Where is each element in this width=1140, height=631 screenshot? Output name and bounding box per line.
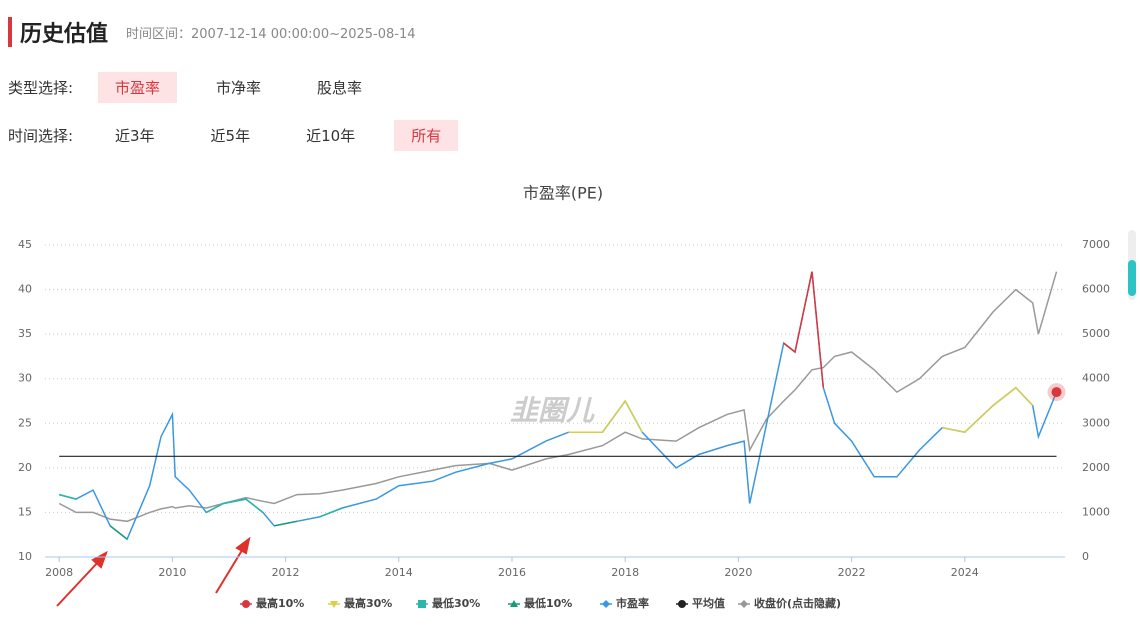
type-label: 类型选择: bbox=[8, 79, 74, 97]
y2-tick-label: 6000 bbox=[1082, 283, 1110, 296]
y-tick-label: 20 bbox=[18, 461, 32, 474]
y2-tick-label: 2000 bbox=[1082, 461, 1110, 474]
series-line bbox=[59, 493, 343, 518]
y-tick-label: 15 bbox=[18, 505, 32, 518]
legend-label: 最高10% bbox=[256, 596, 304, 610]
series-line bbox=[569, 388, 1057, 433]
option-button[interactable]: 所有 bbox=[394, 120, 459, 151]
legend-marker bbox=[330, 601, 338, 608]
y-tick-label: 10 bbox=[18, 550, 32, 563]
time-label: 时间选择: bbox=[8, 127, 74, 145]
legend-item[interactable]: 收盘价(点击隐藏) bbox=[738, 596, 841, 610]
y-tick-label: 45 bbox=[18, 238, 32, 251]
annotation-arrows bbox=[56, 536, 251, 607]
legend-label: 收盘价(点击隐藏) bbox=[754, 596, 841, 610]
y2-tick-label: 1000 bbox=[1082, 505, 1110, 518]
x-tick-label: 2008 bbox=[45, 566, 73, 579]
option-button[interactable]: 市净率 bbox=[216, 79, 262, 97]
y2-tick-label: 3000 bbox=[1082, 416, 1110, 429]
x-tick-label: 2022 bbox=[838, 566, 866, 579]
watermark: 韭圈儿 bbox=[510, 394, 595, 427]
chart-title: 市盈率(PE) bbox=[523, 184, 603, 203]
time-range: 时间区间：2007-12-14 00:00:00~2025-08-14 bbox=[126, 26, 416, 42]
legend-label: 最低10% bbox=[524, 596, 572, 610]
option-button[interactable]: 市盈率 bbox=[98, 72, 178, 103]
y2-tick-label: 7000 bbox=[1082, 238, 1110, 251]
x-tick-label: 2016 bbox=[498, 566, 526, 579]
x-tick-label: 2010 bbox=[158, 566, 186, 579]
legend-marker bbox=[418, 600, 426, 608]
x-tick-label: 2014 bbox=[385, 566, 413, 579]
y-tick-label: 30 bbox=[18, 372, 32, 385]
option-button[interactable]: 近5年 bbox=[210, 127, 251, 145]
legend-marker bbox=[242, 600, 250, 608]
x-tick-label: 2012 bbox=[272, 566, 300, 579]
option-button[interactable]: 近3年 bbox=[115, 127, 155, 145]
page-title: 历史估值 bbox=[20, 22, 109, 47]
type-select: 类型选择: 市盈率 市净率 股息率 bbox=[8, 72, 401, 103]
y-tick-label: 35 bbox=[18, 327, 32, 340]
x-tick-label: 2024 bbox=[951, 566, 979, 579]
legend-marker bbox=[740, 600, 748, 608]
legend-label: 最低30% bbox=[432, 596, 480, 610]
legend-label: 市盈率 bbox=[616, 596, 649, 610]
y-tick-label: 25 bbox=[18, 416, 32, 429]
y2-tick-label: 4000 bbox=[1082, 372, 1110, 385]
legend-item[interactable]: 最高10% bbox=[240, 596, 304, 610]
legend-item[interactable]: 最高30% bbox=[328, 596, 392, 610]
legend-item[interactable]: 市盈率 bbox=[600, 596, 649, 610]
time-select: 时间选择: 近3年 近5年 近10年 所有 bbox=[8, 120, 480, 151]
y2-tick-label: 0 bbox=[1082, 550, 1089, 563]
legend-label: 平均值 bbox=[692, 596, 725, 610]
legend-item[interactable]: 平均值 bbox=[676, 596, 725, 610]
legend-marker bbox=[678, 600, 686, 608]
y-tick-label: 40 bbox=[18, 283, 32, 296]
scroll-thumb[interactable] bbox=[1128, 260, 1136, 296]
x-tick-label: 2020 bbox=[724, 566, 752, 579]
header: 历史估值 时间区间：2007-12-14 00:00:00~2025-08-14 bbox=[8, 16, 416, 48]
legend-item[interactable]: 最低30% bbox=[416, 596, 480, 610]
scrollbar[interactable] bbox=[1128, 230, 1136, 300]
legend-label: 最高30% bbox=[344, 596, 392, 610]
series-line bbox=[59, 271, 1058, 541]
legend-marker bbox=[510, 600, 518, 607]
option-button[interactable]: 近10年 bbox=[306, 127, 356, 145]
latest-point bbox=[1051, 387, 1062, 398]
series-line bbox=[784, 272, 1016, 388]
legend-item[interactable]: 最低10% bbox=[508, 596, 572, 610]
legend-marker bbox=[602, 600, 610, 608]
y2-tick-label: 5000 bbox=[1082, 327, 1110, 340]
x-tick-label: 2018 bbox=[611, 566, 639, 579]
series-line bbox=[109, 520, 298, 540]
option-button[interactable]: 股息率 bbox=[317, 79, 363, 97]
accent-bar bbox=[8, 17, 12, 47]
